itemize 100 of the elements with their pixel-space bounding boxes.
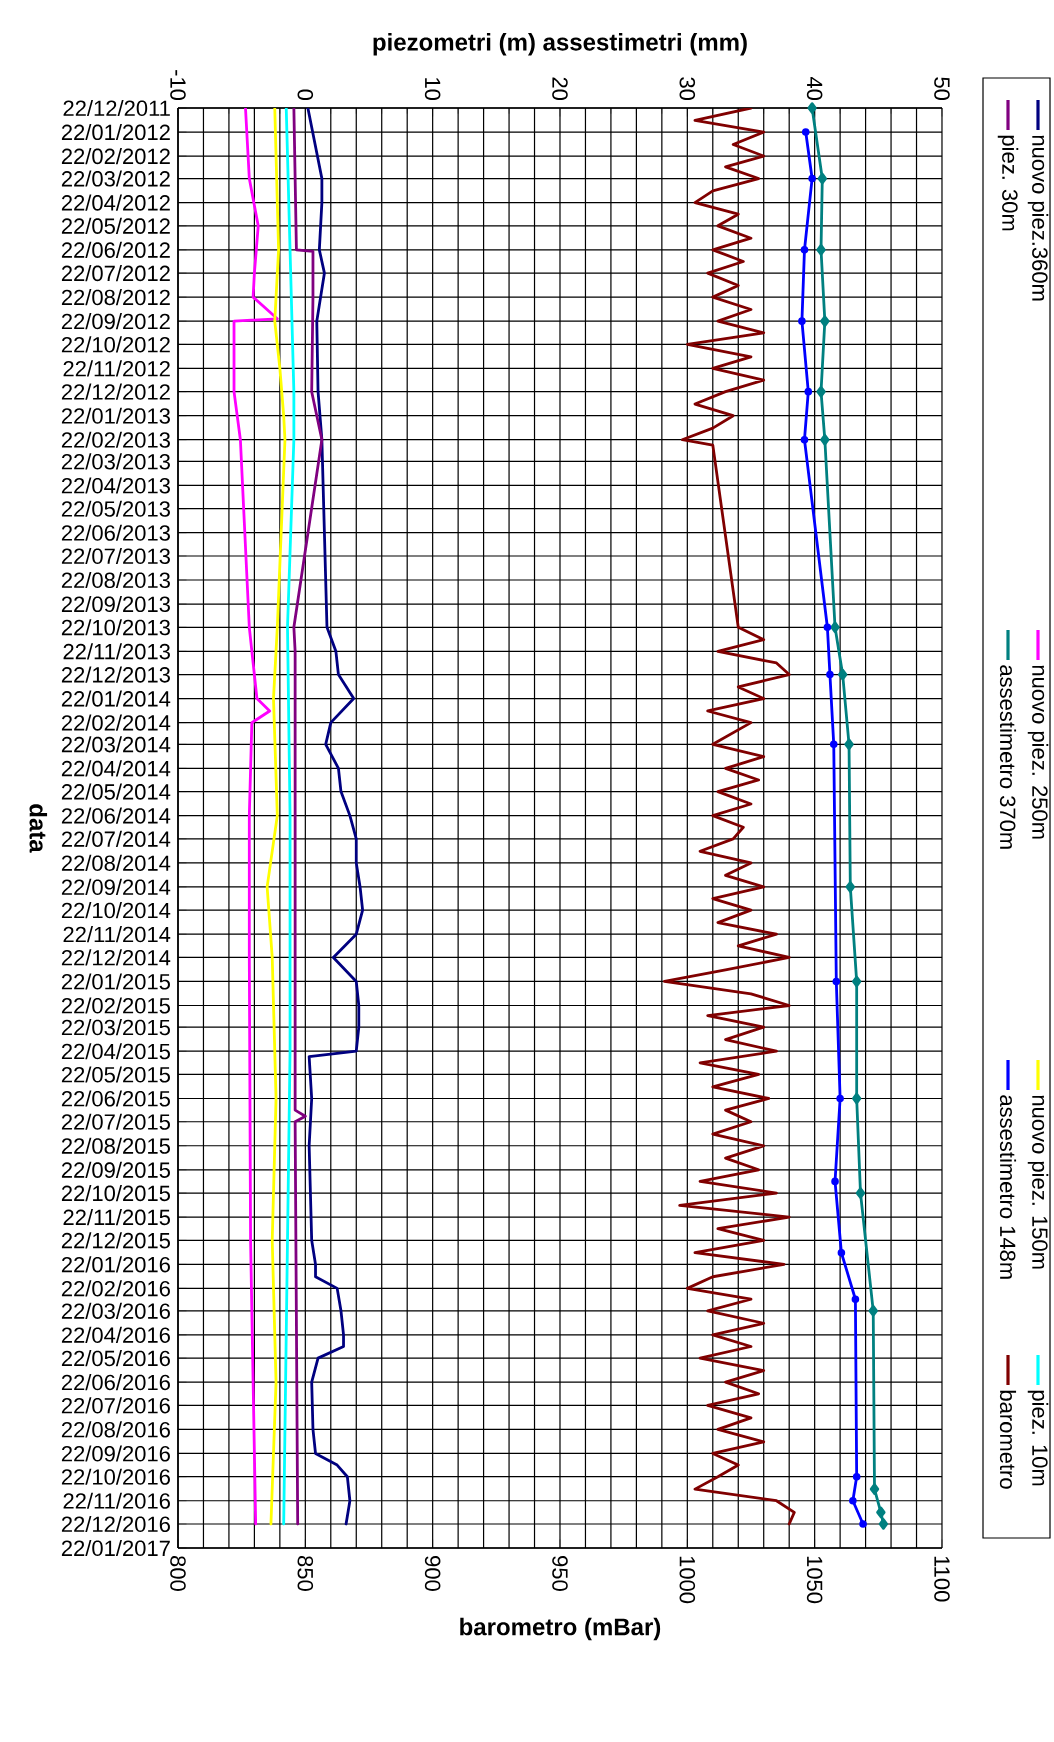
point bbox=[831, 1177, 839, 1186]
y-tick-label: 22/12/2013 bbox=[61, 666, 170, 683]
y-tick-label: 22/04/2012 bbox=[61, 194, 170, 211]
y-tick-label: 22/01/2012 bbox=[61, 123, 170, 141]
x2-tick-label: 50 bbox=[934, 77, 950, 101]
y-tick-label: 22/08/2016 bbox=[61, 1421, 170, 1438]
y-tick-label: 22/06/2014 bbox=[61, 807, 171, 824]
y-tick-label: 22/07/2012 bbox=[61, 265, 170, 282]
point bbox=[851, 975, 862, 988]
y-tick-label: 22/10/2013 bbox=[61, 619, 170, 636]
point bbox=[837, 1248, 846, 1257]
y-tick-label: 22/06/2015 bbox=[61, 1090, 170, 1107]
point bbox=[800, 435, 809, 444]
y-tick-label: 22/05/2012 bbox=[61, 217, 170, 234]
point bbox=[798, 317, 806, 325]
point bbox=[851, 1295, 860, 1304]
y-tick-label: 22/09/2014 bbox=[61, 878, 171, 895]
y-tick-label: 22/08/2015 bbox=[61, 1137, 170, 1154]
y-tick-label: 22/05/2013 bbox=[61, 500, 170, 517]
legend-label: nuovo piez.360m bbox=[1027, 135, 1049, 301]
y-tick-label: 22/11/2015 bbox=[63, 1209, 170, 1226]
point bbox=[859, 1520, 867, 1528]
point bbox=[820, 315, 830, 327]
y-tick-label: 22/04/2015 bbox=[61, 1043, 170, 1060]
y-tick-label: 22/01/2016 bbox=[61, 1256, 170, 1273]
y-tick-label: 22/11/2014 bbox=[63, 926, 171, 943]
y-tick-label: 22/06/2012 bbox=[61, 241, 170, 258]
x2-tick-label: 20 bbox=[552, 77, 568, 101]
x-tick-label: 1050 bbox=[806, 1556, 823, 1604]
y-tick-label: 22/03/2015 bbox=[61, 1019, 170, 1036]
y-tick-label: 22/02/2016 bbox=[61, 1280, 170, 1297]
point bbox=[823, 623, 832, 632]
y-tick-label: 22/04/2016 bbox=[61, 1326, 170, 1343]
y-tick-label: 22/11/2013 bbox=[63, 643, 170, 660]
y-tick-label: 22/02/2012 bbox=[61, 147, 170, 165]
x2-tick-label: 10 bbox=[424, 78, 441, 101]
y-tick-label: 22/03/2012 bbox=[61, 170, 170, 187]
y-tick-label: 22/09/2012 bbox=[61, 313, 170, 330]
point bbox=[820, 433, 830, 446]
y-tick-label: 22/04/2014 bbox=[61, 760, 171, 777]
x-tick-label: 800 bbox=[170, 1556, 186, 1591]
y-tick-label: 22/03/2013 bbox=[61, 453, 170, 470]
x-tick-label: 950 bbox=[552, 1556, 568, 1591]
y-tick-label: 22/02/2013 bbox=[61, 431, 170, 448]
y-tick-label: 22/09/2015 bbox=[61, 1161, 170, 1178]
y-tick-label: 22/08/2012 bbox=[61, 289, 170, 306]
point bbox=[816, 244, 826, 256]
legend-label: assestimetro 148m bbox=[999, 1095, 1017, 1279]
y-tick-label: 22/09/2016 bbox=[61, 1445, 170, 1462]
x2-tick-label: 30 bbox=[679, 77, 696, 101]
y-tick-label: 22/10/2014 bbox=[61, 902, 171, 919]
y-tick-label: 22/01/2015 bbox=[61, 973, 170, 990]
point bbox=[807, 102, 817, 114]
y-tick-label: 22/06/2016 bbox=[61, 1374, 170, 1391]
point bbox=[816, 385, 826, 398]
point bbox=[837, 668, 848, 681]
y-tick-label: 22/03/2014 bbox=[61, 736, 171, 753]
point bbox=[829, 740, 838, 749]
y-tick-label: 22/01/2014 bbox=[61, 690, 171, 707]
y-tick-label: 22/11/2012 bbox=[63, 360, 170, 377]
point bbox=[878, 1518, 889, 1530]
y-tick-label: 22/12/2015 bbox=[61, 1232, 170, 1249]
y-tick-label: 22/08/2013 bbox=[61, 571, 170, 589]
y-tick-label: 22/09/2013 bbox=[61, 595, 170, 613]
x2-tick-label: 40 bbox=[806, 76, 823, 101]
x2-tick-label: 0 bbox=[297, 89, 314, 101]
x2-axis-title: piezometri (m) assestimetri (mm) bbox=[373, 33, 747, 56]
point bbox=[868, 1305, 878, 1317]
legend-label: assestimetro 370m bbox=[999, 665, 1017, 849]
point bbox=[836, 1094, 844, 1103]
x-tick-label: 900 bbox=[424, 1556, 441, 1591]
y-tick-label: 22/12/2012 bbox=[61, 383, 170, 400]
y-tick-label: 22/07/2013 bbox=[61, 547, 170, 565]
point bbox=[804, 387, 813, 396]
y-tick-label: 22/08/2014 bbox=[61, 854, 171, 871]
point bbox=[849, 1496, 857, 1505]
x-axis-title: barometro (mBar) bbox=[460, 1617, 661, 1641]
x-tick-label: 1000 bbox=[679, 1556, 696, 1604]
y-tick-label: 22/10/2015 bbox=[61, 1184, 170, 1202]
point bbox=[808, 174, 816, 183]
legend-label: piez. 10m bbox=[1027, 1390, 1049, 1486]
y-tick-label: 22/03/2016 bbox=[61, 1302, 170, 1319]
y-tick-label: 22/12/2011 bbox=[63, 99, 170, 117]
point bbox=[844, 738, 854, 751]
y-tick-label: 22/06/2013 bbox=[61, 524, 170, 541]
point bbox=[830, 621, 840, 634]
legend-label: nuovo piez. 150m bbox=[1027, 1095, 1049, 1269]
y-tick-label: 22/05/2015 bbox=[61, 1066, 170, 1083]
y-tick-label: 22/02/2015 bbox=[61, 997, 170, 1014]
y-axis-title: data bbox=[29, 804, 48, 853]
y-tick-label: 22/01/2013 bbox=[61, 407, 170, 424]
y-tick-label: 22/07/2016 bbox=[61, 1397, 170, 1414]
y-tick-label: 22/01/2017 bbox=[61, 1539, 170, 1557]
x2-tick-label: -10 bbox=[170, 70, 186, 101]
point bbox=[801, 128, 810, 136]
y-tick-label: 22/04/2013 bbox=[61, 477, 170, 494]
y-tick-label: 22/05/2016 bbox=[61, 1350, 170, 1367]
y-tick-label: 22/05/2014 bbox=[61, 783, 171, 800]
x-tick-label: 1100 bbox=[934, 1556, 950, 1602]
y-tick-label: 22/02/2014 bbox=[61, 714, 171, 731]
